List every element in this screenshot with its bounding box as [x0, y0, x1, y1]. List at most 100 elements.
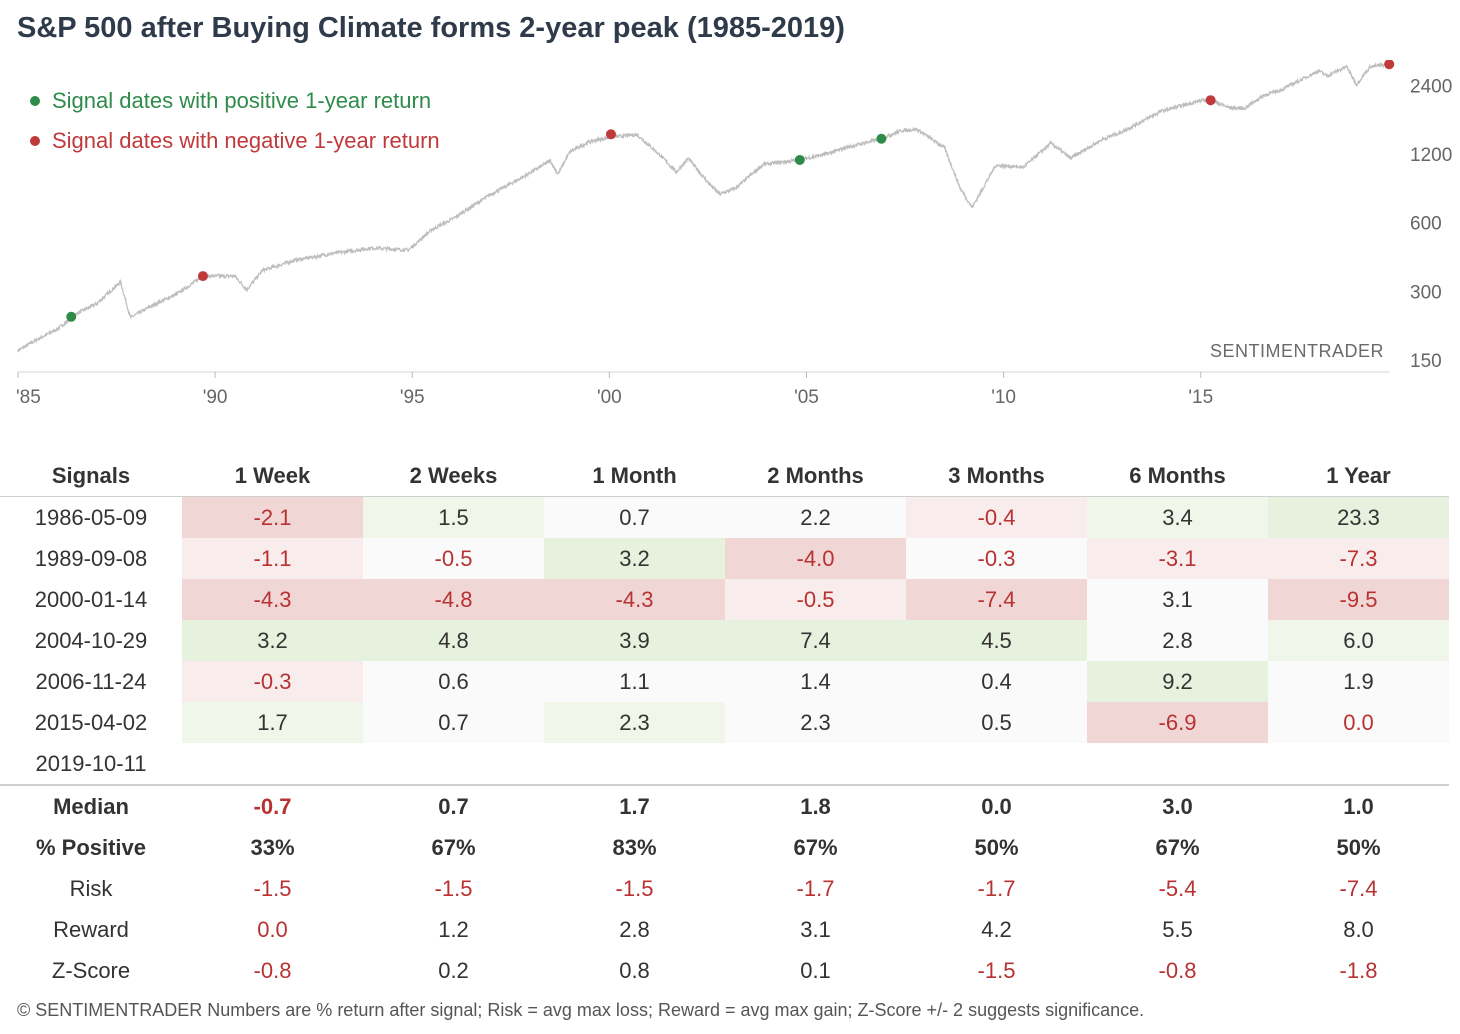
return-cell: -7.4 [906, 579, 1087, 620]
return-cell: 3.1 [1087, 579, 1268, 620]
header-col: 1 Year [1268, 456, 1449, 497]
signal-dot [66, 311, 77, 322]
stat-value: 1.8 [725, 784, 906, 827]
return-cell: -7.3 [1268, 538, 1449, 579]
return-cell [1268, 743, 1449, 785]
return-cell: 2.8 [1087, 620, 1268, 661]
signal-date: 1986-05-09 [34, 504, 148, 530]
x-tick-label: '00 [597, 387, 622, 408]
return-cell: -4.3 [182, 579, 363, 620]
stat-value: 67% [1155, 834, 1200, 860]
stat-row: % Positive 33% 67% 83% 67% 50% 67% 50% [0, 827, 1449, 868]
return-cell: 9.2 [1087, 661, 1268, 702]
price-chart: '85 '90 '95 '00 '05 '10 '15 150 300 600 1200 2400 [16, 60, 1452, 408]
return-cell: -6.9 [1087, 702, 1268, 743]
signal-date: 2004-10-29 [34, 627, 148, 653]
return-cell: -0.5 [725, 579, 906, 620]
return-cell [544, 743, 725, 785]
y-tick-label: 2400 [1410, 76, 1452, 97]
stat-label: Risk [69, 875, 113, 901]
return-cell: 0.7 [363, 702, 544, 743]
return-cell: 4.5 [906, 620, 1087, 661]
signal-date: 2006-11-24 [35, 668, 147, 694]
y-tick-label: 1200 [1410, 145, 1452, 166]
legend-item-negative: Signal dates with negative 1-year return [30, 128, 440, 154]
return-cell: -9.5 [1268, 579, 1449, 620]
table-body: 1986-05-09 -2.1 1.5 0.7 2.2 -0.4 3.4 23.3 1989-0… [0, 496, 1449, 992]
legend-dot-negative [30, 136, 40, 146]
stat-value: -0.7 [182, 784, 363, 827]
legend-label-negative: Signal dates with negative 1-year return [52, 128, 440, 153]
return-cell: 1.9 [1268, 661, 1449, 702]
x-tick-label: '10 [991, 387, 1016, 408]
return-cell [182, 743, 363, 785]
return-cell [906, 743, 1087, 785]
x-tick-label: '95 [400, 387, 425, 408]
stat-value: -5.4 [1158, 875, 1197, 901]
header-col: 2 Weeks [363, 456, 544, 497]
watermark: SENTIMENTRADER [1210, 341, 1385, 361]
stat-value: 0.0 [906, 784, 1087, 827]
return-cell: 7.4 [725, 620, 906, 661]
stat-value: -1.5 [434, 875, 473, 901]
x-tick-label: '85 [16, 387, 41, 408]
stat-value: 0.1 [800, 957, 831, 983]
stat-value: 0.2 [438, 957, 469, 983]
signal-dot [197, 271, 208, 282]
stat-value: -7.4 [1339, 875, 1378, 901]
stat-value: 83% [612, 834, 657, 860]
return-cell: 3.4 [1087, 496, 1268, 538]
table-row: 2015-04-02 1.7 0.7 2.3 2.3 0.5 -6.9 0.0 [0, 702, 1449, 743]
footer-note: © SENTIMENTRADER Numbers are % return af… [17, 1000, 1145, 1020]
stat-value: -0.8 [253, 957, 292, 983]
return-cell: -4.0 [725, 538, 906, 579]
return-cell: -2.1 [182, 496, 363, 538]
stat-row: Risk -1.5 -1.5 -1.5 -1.7 -1.7 -5.4 -7.4 [0, 868, 1449, 909]
header-col: 2 Months [725, 456, 906, 497]
stat-value: 2.8 [619, 916, 650, 942]
return-cell: -0.5 [363, 538, 544, 579]
stat-label: Median [0, 784, 182, 827]
return-cell: 0.5 [906, 702, 1087, 743]
return-cell: -4.3 [544, 579, 725, 620]
table-row: 2004-10-29 3.2 4.8 3.9 7.4 4.5 2.8 6.0 [0, 620, 1449, 661]
stat-label: Reward [53, 916, 129, 942]
return-cell: -0.3 [906, 538, 1087, 579]
return-cell [1087, 743, 1268, 785]
sp500-price-line [17, 60, 1390, 353]
legend-dot-positive [30, 96, 40, 106]
return-cell [725, 743, 906, 785]
signal-date: 2019-10-11 [35, 750, 147, 776]
header-col: 6 Months [1087, 456, 1268, 497]
stat-value: 67% [431, 834, 476, 860]
stat-row: Z-Score -0.8 0.2 0.8 0.1 -1.5 -0.8 -1.8 [0, 950, 1449, 991]
return-cell: -3.1 [1087, 538, 1268, 579]
table-row: 1986-05-09 -2.1 1.5 0.7 2.2 -0.4 3.4 23.3 [0, 496, 1449, 538]
stat-row: Median -0.7 0.7 1.7 1.8 0.0 3.0 1.0 [0, 784, 1449, 827]
legend-item-positive: Signal dates with positive 1-year return [30, 88, 440, 114]
header-col: 3 Months [906, 456, 1087, 497]
signal-date: 1989-09-08 [34, 545, 148, 571]
stat-value: -1.5 [253, 875, 292, 901]
stat-value: 33% [250, 834, 295, 860]
return-cell: 0.6 [363, 661, 544, 702]
stat-row: Reward 0.0 1.2 2.8 3.1 4.2 5.5 8.0 [0, 909, 1449, 950]
return-cell: -0.4 [906, 496, 1087, 538]
header-col: 1 Month [544, 456, 725, 497]
return-cell: 2.3 [544, 702, 725, 743]
stat-value: -1.5 [615, 875, 654, 901]
results-table: Signals 1 Week 2 Weeks 1 Month 2 Months … [0, 456, 1449, 991]
return-cell [363, 743, 544, 785]
stat-value: 8.0 [1343, 916, 1374, 942]
return-cell: 1.4 [725, 661, 906, 702]
stat-value: -1.7 [796, 875, 835, 901]
x-tick-label: '15 [1188, 387, 1213, 408]
legend: Signal dates with positive 1-year return… [30, 88, 440, 168]
return-cell: -1.1 [182, 538, 363, 579]
stat-value: 4.2 [981, 916, 1012, 942]
stat-value: 0.8 [619, 957, 650, 983]
table-row: 1989-09-08 -1.1 -0.5 3.2 -4.0 -0.3 -3.1 -7.3 [0, 538, 1449, 579]
signal-dot [1384, 60, 1395, 70]
return-cell: -0.3 [182, 661, 363, 702]
stat-value: 1.2 [438, 916, 469, 942]
